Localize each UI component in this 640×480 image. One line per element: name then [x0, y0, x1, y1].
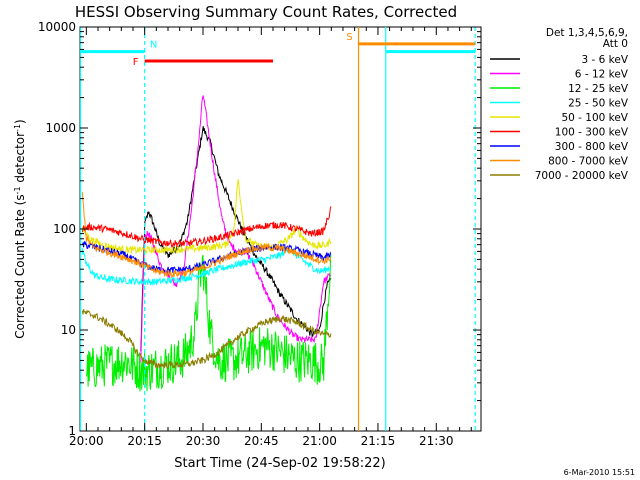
series-line-7 [81, 240, 332, 275]
x-tick-label-3: 20:30 [186, 434, 221, 448]
legend-entry-3: 12 - 25 keV [568, 83, 629, 95]
x-tick-label-5: 21:00 [302, 434, 337, 448]
legend-entry-8: 800 - 7000 keV [548, 156, 629, 168]
x-tick-label-2: 20:15 [127, 434, 162, 448]
y-tick-label-2: 10 [61, 323, 76, 337]
y-label-part: ) [13, 119, 27, 124]
legend: Det 1,3,4,5,6,9,Att 0 3 - 6 keV 6 - 12 keV… [490, 27, 629, 182]
legend-entry-9: 7000 - 20000 keV [535, 170, 629, 182]
y-tick-label-4: 1000 [45, 121, 76, 135]
x-tick-label-6: 21:15 [361, 434, 396, 448]
y-tick-label-1: 1 [68, 424, 76, 438]
x-tick-label-4: 20:45 [244, 434, 279, 448]
legend-entry-2: 6 - 12 keV [575, 69, 629, 81]
legend-entry-7: 300 - 800 keV [555, 141, 629, 153]
y-axis-label-text: Corrected Count Rate (s-1 detector-1) [13, 119, 28, 338]
legend-header-2: Att 0 [603, 38, 628, 50]
legend-entry-6: 100 - 300 keV [555, 127, 629, 139]
chart-title: HESSI Observing Summary Count Rates, Cor… [75, 3, 457, 21]
flag-label-f: F [133, 57, 139, 68]
y-tick-label-3: 100 [53, 222, 76, 236]
series-line-2 [140, 95, 332, 364]
legend-entry-5: 50 - 100 keV [561, 112, 628, 124]
x-tick-label-1: 20:00 [69, 434, 104, 448]
x-axis-label: Start Time (24-Sep-02 19:58:22) [174, 456, 385, 471]
y-axis-label: Corrected Count Rate (s-1 detector-1) [13, 119, 28, 338]
y-label-part: -1 [13, 186, 22, 194]
series-line-9 [81, 309, 332, 370]
legend-header-1: Det 1,3,4,5,6,9, [546, 27, 628, 39]
y-label-part: Corrected Count Rate (s [13, 194, 27, 338]
axes-layer: 20:00 20:15 20:30 20:45 21:00 21:15 21:30 1 10 10… [38, 20, 481, 448]
series-line-3 [85, 254, 332, 392]
legend-entry-1: 3 - 6 keV [581, 54, 628, 66]
legend-entry-4: 25 - 50 keV [568, 98, 629, 110]
y-label-part: detector [13, 132, 27, 187]
series-line-8 [81, 192, 332, 279]
x-tick-label-7: 21:30 [419, 434, 454, 448]
flag-label-s: S [346, 32, 352, 43]
y-tick-label-5: 10000 [38, 20, 76, 34]
flag-label-n: N [150, 40, 157, 51]
y-label-part: -1 [13, 124, 22, 132]
footer-timestamp: 6-Mar-2010 15:51 [564, 468, 635, 477]
series-line-6 [81, 206, 332, 248]
series-layer [81, 95, 332, 392]
